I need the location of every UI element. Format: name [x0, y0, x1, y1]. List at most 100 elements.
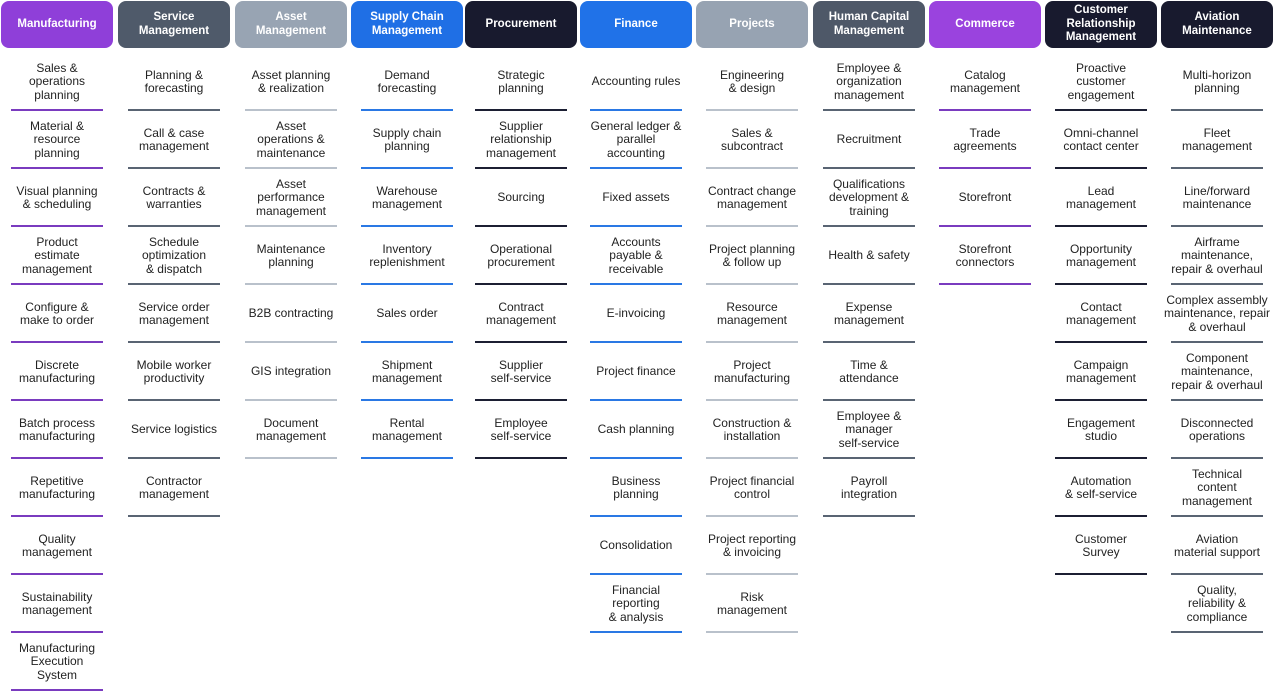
list-item[interactable]: Payroll integration: [813, 459, 925, 517]
header-aviation-maintenance[interactable]: Aviation Maintenance: [1161, 1, 1273, 48]
list-item[interactable]: Health & safety: [813, 227, 925, 285]
list-item[interactable]: Quality management: [1, 517, 113, 575]
list-item[interactable]: Project reporting & invoicing: [696, 517, 808, 575]
list-item[interactable]: Resource management: [696, 285, 808, 343]
list-item[interactable]: Recruitment: [813, 111, 925, 169]
list-item[interactable]: Visual planning & scheduling: [1, 169, 113, 227]
list-item[interactable]: Asset planning & realization: [235, 53, 347, 111]
list-item[interactable]: Fleet management: [1161, 111, 1273, 169]
list-item[interactable]: Repetitive manufacturing: [1, 459, 113, 517]
list-item[interactable]: Aviation material support: [1161, 517, 1273, 575]
list-item[interactable]: Airframe maintenance, repair & overhaul: [1161, 227, 1273, 285]
list-item[interactable]: Omni-channel contact center: [1045, 111, 1157, 169]
list-item[interactable]: Complex assembly maintenance, repair & o…: [1161, 285, 1273, 343]
list-item[interactable]: Asset performance management: [235, 169, 347, 227]
list-item[interactable]: Document management: [235, 401, 347, 459]
list-item[interactable]: Quality, reliability & compliance: [1161, 575, 1273, 633]
list-item[interactable]: Opportunity management: [1045, 227, 1157, 285]
list-item[interactable]: Asset operations & maintenance: [235, 111, 347, 169]
list-item[interactable]: Customer Survey: [1045, 517, 1157, 575]
list-item[interactable]: Batch process manufacturing: [1, 401, 113, 459]
list-item[interactable]: Project manufacturing: [696, 343, 808, 401]
list-item[interactable]: Product estimate management: [1, 227, 113, 285]
list-item[interactable]: Proactive customer engagement: [1045, 53, 1157, 111]
header-commerce[interactable]: Commerce: [929, 1, 1041, 48]
header-service-management[interactable]: Service Management: [118, 1, 230, 48]
list-item[interactable]: Risk management: [696, 575, 808, 633]
list-item[interactable]: Accounting rules: [580, 53, 692, 111]
list-item[interactable]: Operational procurement: [465, 227, 577, 285]
header-supply-chain-management[interactable]: Supply Chain Management: [351, 1, 463, 48]
header-manufacturing[interactable]: Manufacturing: [1, 1, 113, 48]
list-item[interactable]: Call & case management: [118, 111, 230, 169]
list-item[interactable]: Contact management: [1045, 285, 1157, 343]
list-item[interactable]: Sustainability management: [1, 575, 113, 633]
list-item[interactable]: Project finance: [580, 343, 692, 401]
header-asset-management[interactable]: Asset Management: [235, 1, 347, 48]
list-item[interactable]: Strategic planning: [465, 53, 577, 111]
list-item[interactable]: E-invoicing: [580, 285, 692, 343]
list-item[interactable]: Shipment management: [351, 343, 463, 401]
list-item[interactable]: Qualifications development & training: [813, 169, 925, 227]
list-item[interactable]: Service order management: [118, 285, 230, 343]
list-item[interactable]: Project planning & follow up: [696, 227, 808, 285]
list-item[interactable]: Automation & self-service: [1045, 459, 1157, 517]
list-item[interactable]: Campaign management: [1045, 343, 1157, 401]
list-item[interactable]: Planning & forecasting: [118, 53, 230, 111]
list-item[interactable]: Discrete manufacturing: [1, 343, 113, 401]
list-item[interactable]: Line/forward maintenance: [1161, 169, 1273, 227]
list-item[interactable]: Engineering & design: [696, 53, 808, 111]
list-item[interactable]: Sales order: [351, 285, 463, 343]
list-item[interactable]: Component maintenance, repair & overhaul: [1161, 343, 1273, 401]
list-item[interactable]: Employee self-service: [465, 401, 577, 459]
list-item[interactable]: Sales & operations planning: [1, 53, 113, 111]
list-item[interactable]: Rental management: [351, 401, 463, 459]
list-item[interactable]: Disconnected operations: [1161, 401, 1273, 459]
list-item[interactable]: Project financial control: [696, 459, 808, 517]
list-item[interactable]: Multi-horizon planning: [1161, 53, 1273, 111]
list-item[interactable]: Contract management: [465, 285, 577, 343]
list-item[interactable]: Storefront connectors: [929, 227, 1041, 285]
list-item[interactable]: GIS integration: [235, 343, 347, 401]
list-item[interactable]: Demand forecasting: [351, 53, 463, 111]
list-item[interactable]: Mobile worker productivity: [118, 343, 230, 401]
list-item[interactable]: Contracts & warranties: [118, 169, 230, 227]
list-item[interactable]: Cash planning: [580, 401, 692, 459]
list-item[interactable]: Catalog management: [929, 53, 1041, 111]
list-item[interactable]: Lead management: [1045, 169, 1157, 227]
header-procurement[interactable]: Procurement: [465, 1, 577, 48]
list-item[interactable]: Configure & make to order: [1, 285, 113, 343]
list-item[interactable]: Expense management: [813, 285, 925, 343]
list-item[interactable]: Accounts payable & receivable: [580, 227, 692, 285]
list-item[interactable]: Warehouse management: [351, 169, 463, 227]
header-projects[interactable]: Projects: [696, 1, 808, 48]
list-item[interactable]: Supply chain planning: [351, 111, 463, 169]
list-item[interactable]: Manufacturing Execution System: [1, 633, 113, 691]
list-item[interactable]: Sales & subcontract: [696, 111, 808, 169]
list-item[interactable]: B2B contracting: [235, 285, 347, 343]
list-item[interactable]: Engagement studio: [1045, 401, 1157, 459]
header-finance[interactable]: Finance: [580, 1, 692, 48]
list-item[interactable]: Business planning: [580, 459, 692, 517]
list-item[interactable]: Service logistics: [118, 401, 230, 459]
list-item[interactable]: Material & resource planning: [1, 111, 113, 169]
list-item[interactable]: Supplier self-service: [465, 343, 577, 401]
list-item[interactable]: Storefront: [929, 169, 1041, 227]
list-item[interactable]: Time & attendance: [813, 343, 925, 401]
list-item[interactable]: Financial reporting & analysis: [580, 575, 692, 633]
list-item[interactable]: Supplier relationship management: [465, 111, 577, 169]
header-human-capital-management[interactable]: Human Capital Management: [813, 1, 925, 48]
list-item[interactable]: Maintenance planning: [235, 227, 347, 285]
list-item[interactable]: Construction & installation: [696, 401, 808, 459]
list-item[interactable]: Trade agreements: [929, 111, 1041, 169]
list-item[interactable]: Fixed assets: [580, 169, 692, 227]
list-item[interactable]: Employee & organization management: [813, 53, 925, 111]
list-item[interactable]: Inventory replenishment: [351, 227, 463, 285]
list-item[interactable]: Contractor management: [118, 459, 230, 517]
header-customer-relationship-management[interactable]: Customer Relationship Management: [1045, 1, 1157, 48]
list-item[interactable]: Employee & manager self-service: [813, 401, 925, 459]
list-item[interactable]: Sourcing: [465, 169, 577, 227]
list-item[interactable]: Consolidation: [580, 517, 692, 575]
list-item[interactable]: Technical content management: [1161, 459, 1273, 517]
list-item[interactable]: Contract change management: [696, 169, 808, 227]
